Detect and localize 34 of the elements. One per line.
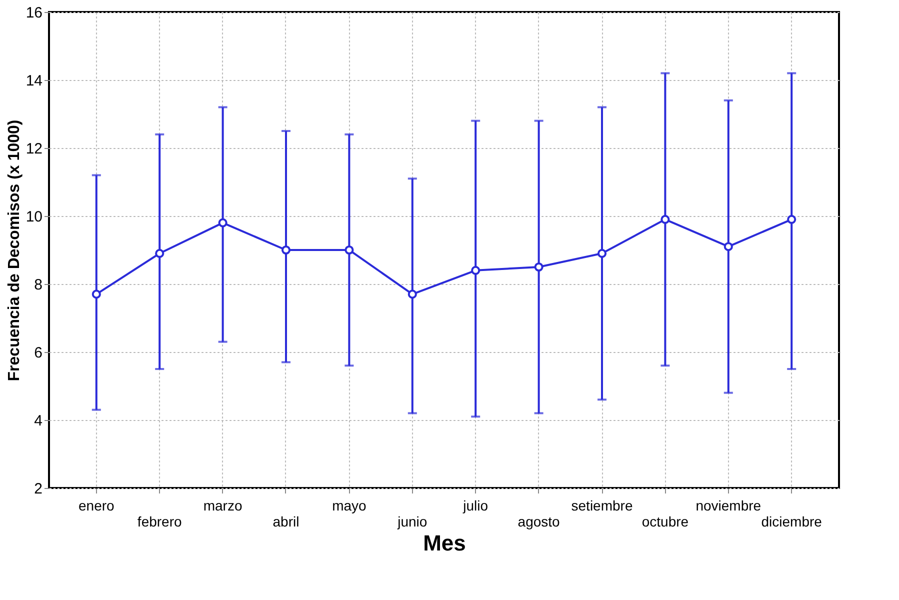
y-tick-label: 4	[34, 412, 42, 430]
point	[660, 214, 670, 224]
x-axis-title: Mes	[423, 530, 466, 556]
x-tick-label: marzo	[203, 498, 242, 514]
y-tick-label: 6	[34, 344, 42, 362]
x-tick-label: junio	[396, 514, 428, 530]
point	[597, 248, 607, 258]
x-tick-label: setiembre	[571, 498, 633, 514]
y-tick-label: 16	[26, 4, 42, 22]
point	[534, 262, 544, 272]
y-axis-title: Frecuencia de Decomisos (x 1000)	[6, 120, 23, 382]
x-tick-label: enero	[78, 498, 115, 514]
x-tick-label: abril	[272, 514, 300, 530]
point	[92, 290, 101, 299]
x-tick-label: julio	[462, 498, 488, 514]
point	[471, 266, 480, 275]
y-tick-label: 2	[34, 480, 42, 498]
y-tick-label: 10	[26, 208, 42, 226]
x-tick-label: octubre	[642, 514, 689, 530]
point	[218, 218, 228, 228]
x-tick-label: noviembre	[696, 498, 762, 514]
y-tick-label: 8	[34, 276, 42, 294]
x-tick-label: mayo	[332, 498, 367, 514]
point	[408, 290, 417, 299]
x-tick-label: agosto	[518, 514, 560, 530]
point	[281, 245, 291, 255]
y-tick-label: 12	[26, 140, 42, 158]
y-tick-label: 14	[26, 72, 42, 90]
point	[344, 245, 354, 255]
point	[724, 242, 733, 252]
point	[155, 248, 164, 258]
x-tick-label: febrero	[137, 514, 182, 530]
x-tick-label: diciembre	[761, 514, 822, 530]
point	[787, 214, 796, 224]
